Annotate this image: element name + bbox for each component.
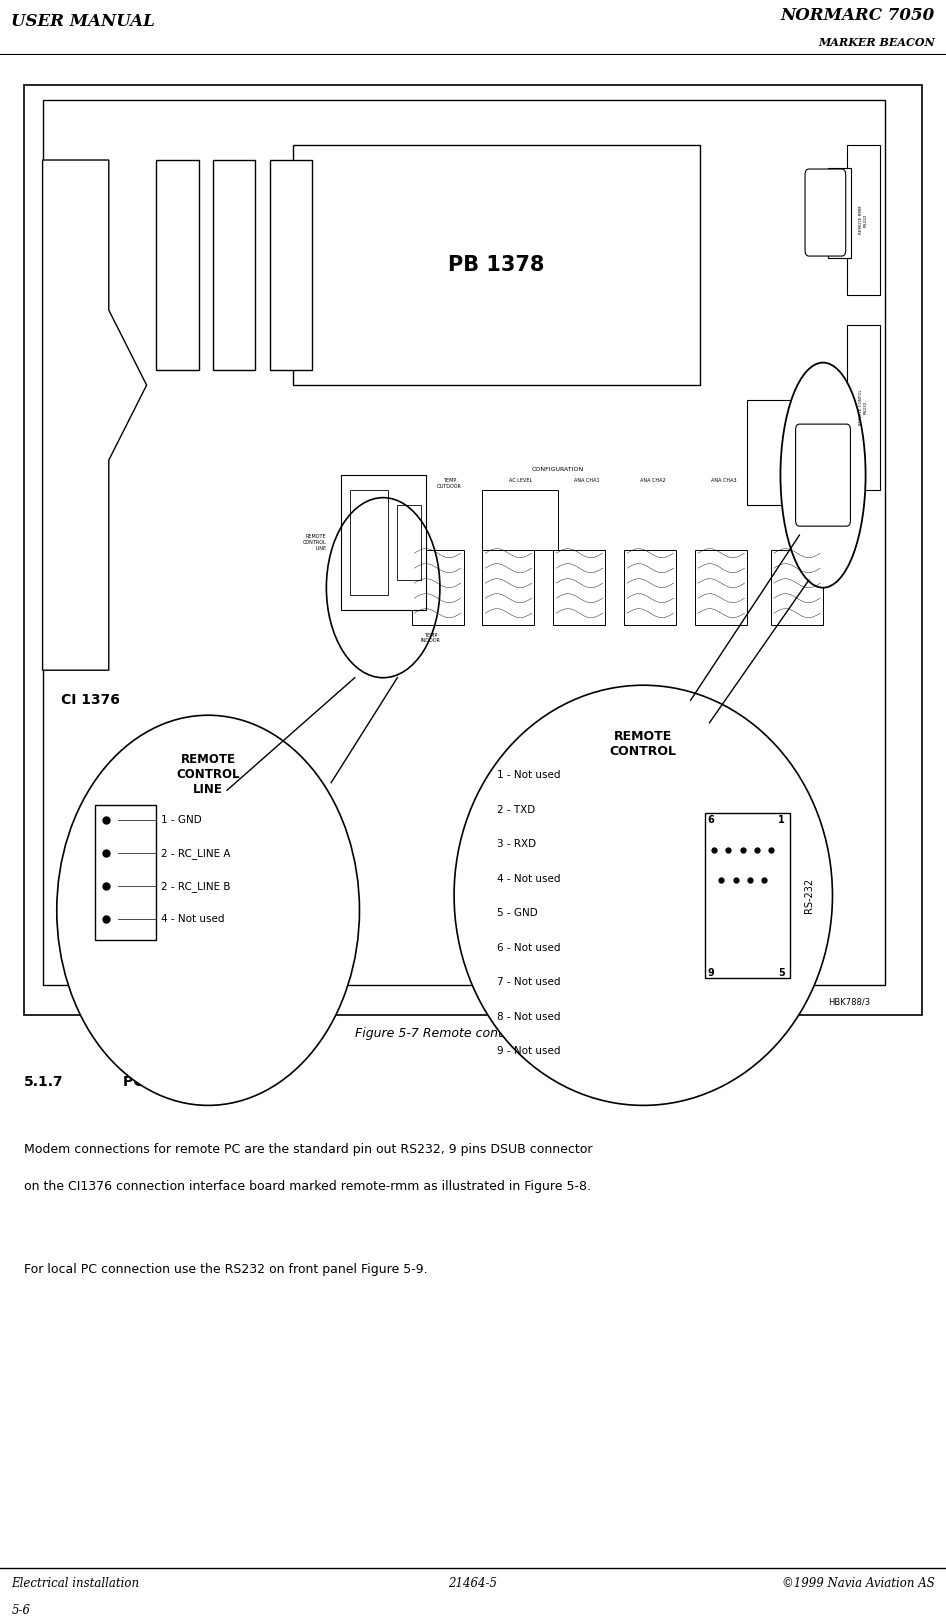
- FancyBboxPatch shape: [828, 168, 851, 257]
- Text: ANA CHA2: ANA CHA2: [639, 479, 666, 483]
- Text: 6: 6: [708, 815, 714, 825]
- Text: 1 - GND: 1 - GND: [161, 815, 201, 825]
- Text: 6 - Not used: 6 - Not used: [497, 943, 560, 952]
- Text: HBK788/3: HBK788/3: [828, 998, 870, 1006]
- Text: 5: 5: [779, 969, 785, 978]
- Text: TEMP
INDOOR: TEMP INDOOR: [420, 632, 441, 644]
- FancyBboxPatch shape: [293, 146, 700, 385]
- FancyBboxPatch shape: [847, 325, 880, 490]
- Text: NORMARC 7050: NORMARC 7050: [780, 6, 935, 24]
- Text: Modem connections for remote PC are the standard pin out RS232, 9 pins DSUB conn: Modem connections for remote PC are the …: [24, 1143, 592, 1156]
- FancyBboxPatch shape: [482, 490, 558, 550]
- FancyBboxPatch shape: [270, 160, 312, 370]
- FancyBboxPatch shape: [553, 550, 605, 626]
- Text: on the CI1376 connection interface board marked remote-rmm as illustrated in Fig: on the CI1376 connection interface board…: [24, 1180, 590, 1193]
- Text: ©1999 Navia Aviation AS: ©1999 Navia Aviation AS: [782, 1577, 935, 1590]
- Text: 1 - Not used: 1 - Not used: [497, 770, 560, 781]
- FancyBboxPatch shape: [43, 100, 885, 985]
- FancyBboxPatch shape: [747, 399, 804, 505]
- Text: ANA CHA1: ANA CHA1: [573, 479, 600, 483]
- Text: REMOTE RMM
RS232: REMOTE RMM RS232: [859, 205, 867, 234]
- Text: 8 - Not used: 8 - Not used: [497, 1012, 560, 1022]
- Ellipse shape: [454, 686, 832, 1106]
- Ellipse shape: [780, 362, 866, 587]
- FancyBboxPatch shape: [624, 550, 676, 626]
- FancyBboxPatch shape: [156, 160, 199, 370]
- FancyBboxPatch shape: [771, 550, 823, 626]
- Text: PB 1378: PB 1378: [448, 255, 545, 275]
- Text: 21464-5: 21464-5: [448, 1577, 498, 1590]
- FancyBboxPatch shape: [213, 160, 255, 370]
- Text: PC and Modem: PC and Modem: [123, 1075, 239, 1090]
- Text: 2 - RC_LINE B: 2 - RC_LINE B: [161, 881, 230, 891]
- Text: CONFIGURATION: CONFIGURATION: [532, 467, 585, 472]
- FancyBboxPatch shape: [705, 813, 790, 978]
- Text: 5-6: 5-6: [11, 1604, 30, 1617]
- FancyBboxPatch shape: [24, 86, 922, 1015]
- FancyBboxPatch shape: [350, 490, 388, 595]
- Text: REMOTE
CONTROL
LINE: REMOTE CONTROL LINE: [303, 534, 326, 551]
- Text: Figure 5-7 Remote control connection: Figure 5-7 Remote control connection: [355, 1027, 591, 1040]
- Text: AC LEVEL: AC LEVEL: [509, 479, 532, 483]
- Text: 5.1.7: 5.1.7: [24, 1075, 63, 1090]
- Text: ANA CHA3: ANA CHA3: [710, 479, 737, 483]
- FancyBboxPatch shape: [341, 475, 426, 610]
- FancyBboxPatch shape: [805, 170, 846, 255]
- Text: REMOTE
CONTROL: REMOTE CONTROL: [610, 731, 676, 758]
- Text: 9 - Not used: 9 - Not used: [497, 1046, 560, 1056]
- FancyBboxPatch shape: [397, 505, 421, 581]
- Text: TEMP
OUTDOOR: TEMP OUTDOOR: [437, 479, 462, 488]
- FancyBboxPatch shape: [847, 146, 880, 294]
- Text: REMOTE
CONTROL
LINE: REMOTE CONTROL LINE: [176, 754, 240, 796]
- Text: 4 - Not used: 4 - Not used: [161, 914, 224, 925]
- Text: Electrical installation: Electrical installation: [11, 1577, 139, 1590]
- Text: USER MANUAL: USER MANUAL: [11, 13, 155, 31]
- Ellipse shape: [57, 715, 359, 1106]
- Text: CI 1376: CI 1376: [61, 692, 120, 707]
- Text: MARKER BEACON: MARKER BEACON: [818, 37, 935, 49]
- Text: 7 - Not used: 7 - Not used: [497, 977, 560, 988]
- Text: 5 - GND: 5 - GND: [497, 909, 537, 918]
- Text: 2 - RC_LINE A: 2 - RC_LINE A: [161, 847, 230, 859]
- Text: RS-232: RS-232: [804, 878, 814, 914]
- Text: 2 - TXD: 2 - TXD: [497, 805, 534, 815]
- FancyBboxPatch shape: [412, 550, 464, 626]
- Text: 3 - RXD: 3 - RXD: [497, 839, 535, 849]
- Text: 4 - Not used: 4 - Not used: [497, 873, 560, 884]
- FancyBboxPatch shape: [482, 550, 534, 626]
- FancyBboxPatch shape: [796, 424, 850, 526]
- Text: 9: 9: [708, 969, 714, 978]
- Text: REMOTE CONTOL
RS232: REMOTE CONTOL RS232: [859, 390, 867, 425]
- Text: 1: 1: [779, 815, 785, 825]
- Polygon shape: [43, 160, 147, 669]
- FancyBboxPatch shape: [695, 550, 747, 626]
- FancyBboxPatch shape: [95, 805, 156, 941]
- Text: For local PC connection use the RS232 on front panel Figure 5-9.: For local PC connection use the RS232 on…: [24, 1263, 428, 1276]
